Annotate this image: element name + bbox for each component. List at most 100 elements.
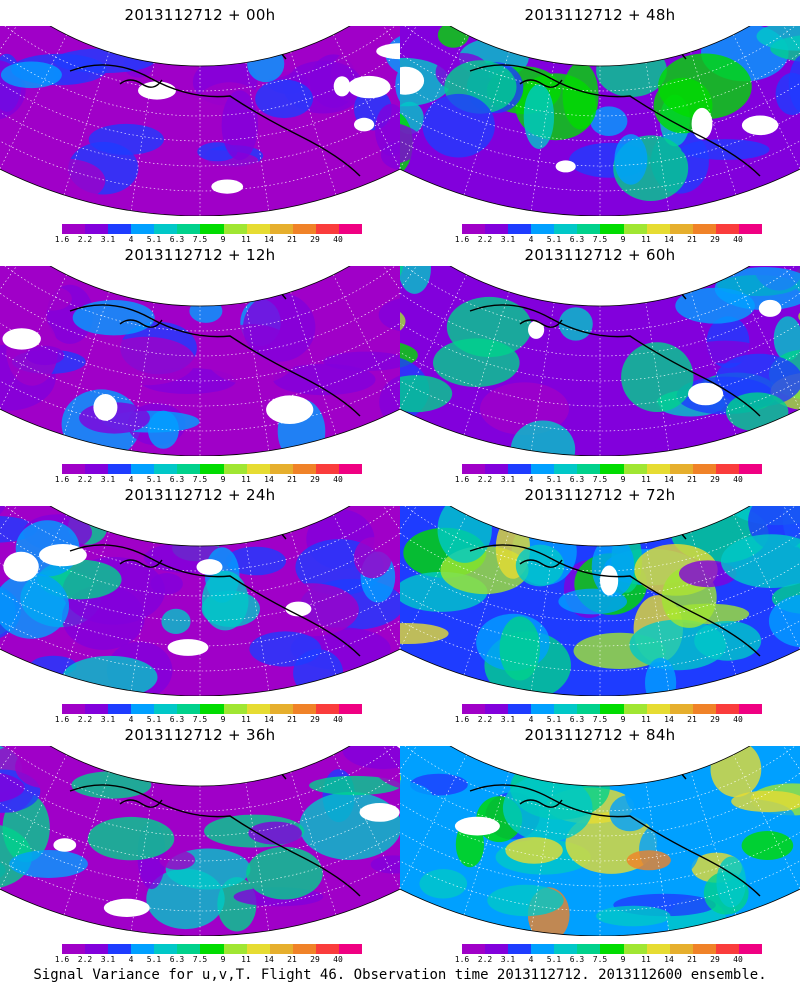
colorbar-label: 40 bbox=[733, 955, 743, 964]
colorbar-label: 6.3 bbox=[169, 955, 185, 964]
colorbar-label: 1.6 bbox=[454, 715, 470, 724]
colorbar-swatch bbox=[62, 704, 86, 714]
colorbar-label: 14 bbox=[664, 715, 674, 724]
colorbar-label: 3.1 bbox=[100, 715, 116, 724]
colorbar bbox=[462, 944, 763, 954]
graticule-latitude bbox=[0, 515, 400, 622]
variance-blob bbox=[756, 26, 800, 51]
colorbar-label: 4 bbox=[128, 955, 134, 964]
graticule-meridian bbox=[463, 531, 510, 676]
colorbar-label: 1.6 bbox=[454, 475, 470, 484]
variance-blob bbox=[309, 775, 400, 796]
map-outline bbox=[400, 266, 800, 456]
graticule-meridian bbox=[63, 771, 110, 916]
colorbar-swatch bbox=[108, 464, 132, 474]
colorbar-label: 29 bbox=[310, 475, 320, 484]
colorbar-swatch bbox=[131, 704, 155, 714]
graticule-meridian bbox=[245, 542, 270, 691]
variance-map bbox=[0, 26, 400, 216]
missing-data-gap bbox=[600, 565, 619, 596]
colorbar-swatch bbox=[577, 224, 601, 234]
colorbar-label: 2.2 bbox=[77, 235, 93, 244]
graticule-meridian bbox=[372, 26, 400, 134]
variance-blob bbox=[626, 850, 671, 871]
graticule-meridian bbox=[463, 771, 510, 916]
graticule-latitude bbox=[0, 755, 400, 862]
colorbar-label: 2.2 bbox=[477, 475, 493, 484]
colorbar-label: 29 bbox=[310, 715, 320, 724]
variance-blob bbox=[225, 546, 286, 576]
variance-blob bbox=[726, 392, 789, 432]
colorbar-label: 9 bbox=[220, 475, 226, 484]
map-outline bbox=[400, 746, 800, 936]
colorbar-label: 3.1 bbox=[500, 235, 516, 244]
colorbar-swatch bbox=[577, 704, 601, 714]
colorbar-swatch bbox=[692, 464, 716, 474]
missing-data-gap bbox=[555, 160, 576, 173]
graticule-meridian bbox=[0, 34, 67, 170]
colorbar-swatch bbox=[315, 224, 339, 234]
graticule-meridian bbox=[733, 514, 800, 650]
colorbar-swatch bbox=[62, 944, 86, 954]
colorbar-swatch bbox=[462, 704, 486, 714]
variance-blob bbox=[629, 619, 727, 671]
variance-blob bbox=[312, 331, 400, 351]
missing-data-gap bbox=[347, 75, 391, 99]
graticule-latitude bbox=[0, 506, 400, 597]
colorbar-swatch bbox=[200, 944, 224, 954]
colorbar-swatch bbox=[462, 944, 486, 954]
colorbar-swatch bbox=[692, 704, 716, 714]
colorbar-label: 11 bbox=[641, 235, 651, 244]
variance-blob bbox=[422, 93, 495, 158]
colorbar-swatch bbox=[108, 704, 132, 714]
variance-blob bbox=[323, 351, 400, 372]
colorbar-swatch bbox=[246, 224, 270, 234]
graticule-latitude bbox=[400, 515, 800, 622]
colorbar bbox=[62, 224, 363, 234]
colorbar-swatch bbox=[177, 224, 201, 234]
graticule-meridian bbox=[733, 34, 800, 170]
colorbar-label: 3.1 bbox=[500, 475, 516, 484]
colorbar-label: 4 bbox=[128, 235, 134, 244]
graticule-meridian bbox=[772, 266, 800, 374]
colorbar-swatch bbox=[108, 944, 132, 954]
variance-blob bbox=[377, 26, 400, 41]
colorbar-labels: 1.6 2.2 3.1 4 5.1 6.3 7.5 9 11 14 21 29 40 bbox=[452, 715, 782, 727]
variance-blob bbox=[327, 270, 400, 293]
colorbar-swatch bbox=[269, 224, 293, 234]
colorbar-label: 14 bbox=[664, 235, 674, 244]
variance-blob bbox=[246, 846, 323, 900]
map-outline bbox=[0, 506, 400, 696]
variance-map bbox=[0, 266, 400, 456]
colorbar-label: 14 bbox=[264, 955, 274, 964]
variance-blob bbox=[97, 336, 196, 386]
colorbar-swatch bbox=[508, 224, 532, 234]
colorbar-label: 11 bbox=[241, 955, 251, 964]
graticule-meridian bbox=[0, 754, 67, 890]
colorbar-label: 40 bbox=[733, 715, 743, 724]
graticule-meridian bbox=[400, 506, 428, 614]
variance-blob bbox=[15, 746, 76, 789]
graticule-meridian bbox=[245, 782, 270, 931]
colorbar-label: 21 bbox=[287, 475, 297, 484]
variance-blob bbox=[558, 307, 593, 341]
variance-blob bbox=[353, 537, 392, 579]
colorbar-labels: 1.6 2.2 3.1 4 5.1 6.3 7.5 9 11 14 21 29 40 bbox=[452, 235, 782, 247]
colorbar-swatch bbox=[338, 224, 363, 234]
colorbar-labels: 1.6 2.2 3.1 4 5.1 6.3 7.5 9 11 14 21 29 40 bbox=[52, 235, 382, 247]
colorbar-label: 21 bbox=[687, 475, 697, 484]
variance-blob bbox=[249, 631, 322, 667]
colorbar-swatch bbox=[292, 224, 316, 234]
colorbar-swatch bbox=[531, 464, 555, 474]
variance-blob bbox=[189, 299, 223, 323]
variance-blob bbox=[87, 816, 175, 861]
colorbar-labels: 1.6 2.2 3.1 4 5.1 6.3 7.5 9 11 14 21 29 40 bbox=[52, 715, 382, 727]
variance-map bbox=[400, 506, 800, 696]
colorbar-label: 4 bbox=[528, 235, 534, 244]
variance-blob bbox=[0, 515, 38, 543]
colorbar-swatch bbox=[554, 224, 578, 234]
graticule-meridian bbox=[290, 531, 337, 676]
colorbar-swatch bbox=[315, 704, 339, 714]
colorbar-swatch bbox=[738, 464, 763, 474]
variance-map bbox=[0, 746, 400, 936]
